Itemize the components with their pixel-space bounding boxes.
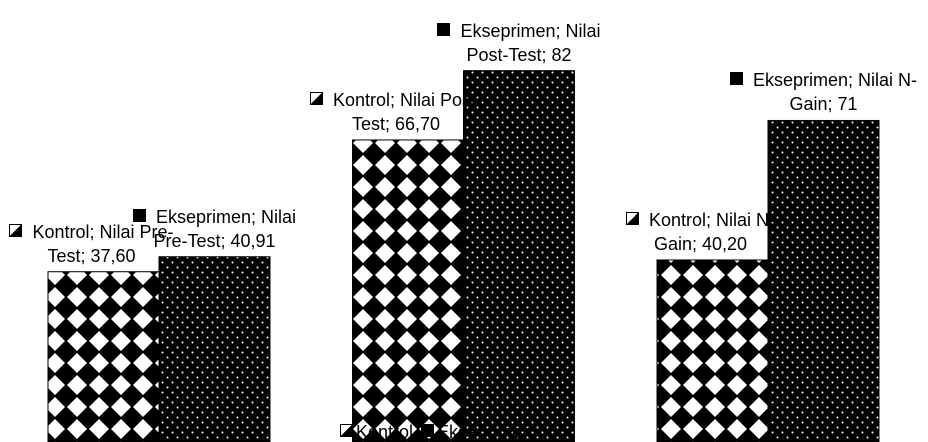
data-label: Kontrol; Nilai Post-Test; 66,70 [332,89,483,134]
legend: Kontrol Ekseprimen [340,422,540,442]
data-label: Kontrol; Nilai Pre-Test; 37,60 [32,221,174,266]
bar [47,271,160,442]
legend-key-icon [132,208,146,222]
data-label: Kontrol; Nilai N-Gain; 40,20 [648,209,776,254]
legend-item: Kontrol [340,422,413,442]
bar [767,119,880,442]
legend-key-icon [9,223,23,237]
legend-key [340,424,353,437]
data-label-box: Kontrol; Nilai N-Gain; 40,20 [606,208,796,256]
data-label: Ekseprimen; Nilai N-Gain; 71 [752,70,918,115]
data-label-box: Kontrol; Nilai Pre-Test; 37,60 [0,220,187,268]
legend-key-icon [309,91,323,105]
data-label-box: Ekseprimen; Nilai Post-Test; 82 [424,19,614,67]
data-label-box: Ekseprimen; Nilai Pre-Test; 40,91 [120,205,310,253]
data-label: Ekseprimen; Nilai Post-Test; 82 [460,20,601,65]
bar [352,139,464,442]
bar [463,70,575,442]
bar [158,256,271,442]
bar [656,259,769,442]
legend-key-icon [625,211,639,225]
legend-item: Ekseprimen [421,422,532,442]
legend-key-icon [729,72,743,86]
data-label-box: Kontrol; Nilai Post-Test; 66,70 [301,88,491,136]
data-label: Ekseprimen; Nilai Pre-Test; 40,91 [153,206,297,251]
legend-key [421,424,435,437]
legend-label: Kontrol [356,422,414,442]
data-label-box: Ekseprimen; Nilai N-Gain; 71 [729,68,919,116]
legend-key-icon [437,22,451,36]
legend-label: Ekseprimen [437,422,533,442]
